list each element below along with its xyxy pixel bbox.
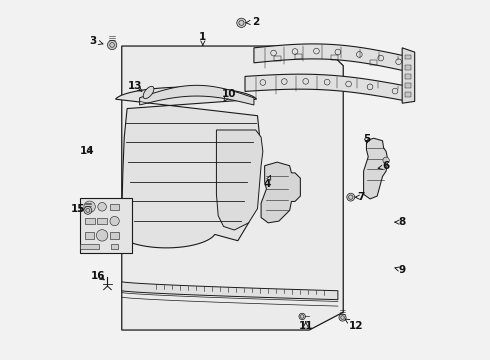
Text: 12: 12 [345, 319, 363, 331]
Bar [80, 244, 99, 249]
Text: 1: 1 [199, 32, 206, 45]
Text: 7: 7 [355, 192, 365, 202]
Circle shape [237, 18, 246, 27]
Bar [295, 54, 302, 59]
Text: 6: 6 [378, 161, 390, 171]
Bar [111, 244, 118, 249]
Text: 16: 16 [91, 271, 105, 281]
Text: 15: 15 [71, 204, 85, 214]
Circle shape [383, 157, 390, 163]
Text: 5: 5 [363, 134, 370, 144]
Bar [331, 55, 338, 60]
Polygon shape [364, 138, 388, 199]
Bar [405, 83, 412, 88]
Bar [110, 203, 119, 210]
Text: 10: 10 [221, 89, 236, 102]
Polygon shape [402, 48, 415, 103]
Text: 11: 11 [298, 321, 313, 331]
Bar [405, 74, 412, 79]
Text: 8: 8 [395, 217, 406, 227]
Circle shape [107, 40, 117, 50]
Polygon shape [261, 162, 300, 223]
Circle shape [84, 201, 96, 212]
Bar [405, 55, 412, 59]
Bar [80, 198, 132, 253]
Text: 2: 2 [245, 17, 259, 27]
Polygon shape [217, 130, 263, 230]
Polygon shape [143, 86, 154, 99]
Bar [273, 55, 281, 60]
Polygon shape [245, 74, 409, 102]
Circle shape [97, 230, 108, 241]
Circle shape [299, 313, 305, 320]
Text: 4: 4 [264, 175, 271, 189]
Circle shape [98, 203, 106, 211]
Text: 3: 3 [89, 36, 103, 46]
Bar [110, 232, 119, 239]
Text: 13: 13 [128, 81, 143, 91]
Circle shape [84, 206, 92, 214]
Bar [370, 60, 377, 64]
Polygon shape [116, 87, 261, 248]
Bar [85, 232, 94, 239]
Bar [405, 65, 412, 70]
Circle shape [347, 193, 355, 201]
Bar [405, 92, 412, 97]
Polygon shape [140, 85, 254, 105]
Circle shape [339, 314, 346, 321]
Circle shape [110, 216, 119, 226]
Polygon shape [122, 282, 338, 300]
Bar [97, 218, 107, 224]
Polygon shape [122, 46, 343, 330]
Bar [85, 218, 95, 224]
Polygon shape [254, 44, 409, 72]
Text: 14: 14 [80, 146, 95, 156]
Text: 9: 9 [395, 265, 406, 275]
